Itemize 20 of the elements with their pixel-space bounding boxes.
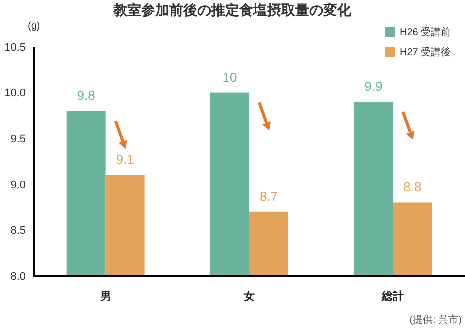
legend-label: H27 受講後 bbox=[400, 46, 452, 58]
y-tick-label: 8.5 bbox=[10, 225, 26, 238]
data-label: 9.8 bbox=[77, 88, 96, 104]
data-label: 9.1 bbox=[116, 152, 134, 168]
data-label: 8.7 bbox=[260, 188, 278, 204]
y-tick-label: 9.5 bbox=[10, 133, 26, 146]
chart-title: 教室参加前後の推定食塩摂取量の変化 bbox=[112, 2, 352, 18]
x-tick-label: 女 bbox=[243, 290, 255, 303]
text: (提供: 呉市) bbox=[410, 314, 462, 326]
x-tick-label: 総計 bbox=[381, 290, 404, 303]
x-tick-label: 男 bbox=[99, 291, 112, 303]
y-tick-label: 9.0 bbox=[10, 179, 26, 192]
data-label: 10 bbox=[222, 70, 238, 85]
data-label: 8.8 bbox=[404, 180, 422, 195]
y-axis-title: (g) bbox=[28, 21, 40, 32]
legend-label: H26 受講前 bbox=[400, 26, 452, 38]
y-tick-label: 10.0 bbox=[4, 88, 26, 100]
y-tick-label: 10.5 bbox=[4, 42, 26, 54]
data-label: 9.9 bbox=[364, 78, 383, 94]
y-tick-label: 8.0 bbox=[10, 270, 26, 283]
